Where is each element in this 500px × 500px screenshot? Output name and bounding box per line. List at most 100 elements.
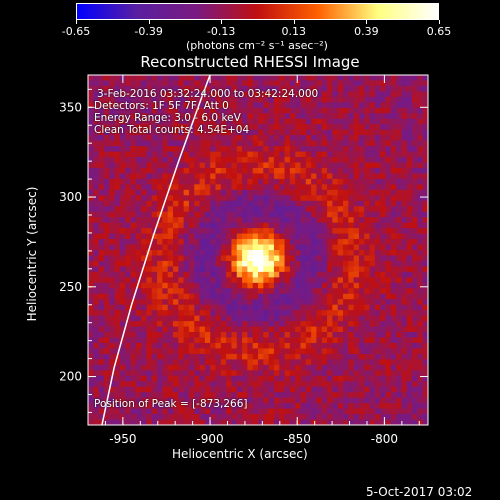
heatmap-cell	[364, 321, 370, 327]
heatmap-cell	[98, 381, 105, 388]
heatmap-cell	[396, 228, 402, 234]
heatmap-cell	[396, 364, 402, 371]
heatmap-cell	[109, 195, 115, 202]
heatmap-cell	[321, 85, 328, 92]
heatmap-cell	[332, 96, 339, 103]
heatmap-cell	[242, 342, 248, 349]
heatmap-cell	[364, 151, 370, 158]
heatmap-cell	[295, 146, 301, 152]
heatmap-cell	[258, 260, 264, 267]
heatmap-cell	[263, 342, 270, 349]
heatmap-cell	[162, 342, 169, 349]
heatmap-cell	[98, 200, 105, 207]
heatmap-cell	[300, 375, 307, 382]
heatmap-cell	[103, 359, 110, 366]
heatmap-cell	[311, 359, 317, 366]
heatmap-cell	[135, 195, 142, 202]
heatmap-cell	[332, 326, 339, 333]
heatmap-cell	[194, 151, 200, 158]
heatmap-cell	[220, 255, 227, 262]
heatmap-cell	[406, 233, 413, 240]
heatmap-cell	[295, 392, 301, 399]
heatmap-cell	[422, 200, 429, 207]
heatmap-cell	[146, 348, 153, 355]
heatmap-cell	[199, 80, 206, 87]
heatmap-cell	[364, 326, 370, 333]
heatmap-cell	[289, 195, 296, 202]
heatmap-cell	[422, 211, 429, 218]
heatmap-cell	[146, 206, 153, 213]
heatmap-cell	[247, 326, 254, 333]
heatmap-cell	[135, 239, 142, 245]
heatmap-cell	[300, 140, 307, 147]
heatmap-cell	[321, 370, 328, 377]
heatmap-cell	[162, 140, 169, 147]
heatmap-cell	[183, 310, 190, 317]
heatmap-cell	[114, 266, 121, 273]
heatmap-cell	[385, 277, 392, 284]
heatmap-cell	[162, 282, 169, 289]
heatmap-cell	[173, 375, 179, 382]
heatmap-cell	[162, 107, 169, 114]
heatmap-cell	[305, 113, 312, 120]
heatmap-cell	[284, 184, 291, 191]
heatmap-cell	[263, 96, 270, 103]
heatmap-cell	[305, 85, 312, 92]
heatmap-cell	[412, 397, 418, 404]
heatmap-cell	[114, 315, 121, 322]
heatmap-cell	[252, 271, 259, 278]
heatmap-cell	[289, 260, 296, 267]
heatmap-cell	[300, 277, 307, 284]
heatmap-cell	[321, 326, 328, 333]
heatmap-cell	[401, 206, 408, 213]
heatmap-cell	[220, 200, 227, 207]
heatmap-cell	[183, 337, 190, 344]
heatmap-cell	[109, 140, 115, 147]
heatmap-cell	[188, 348, 195, 355]
heatmap-cell	[247, 332, 254, 338]
heatmap-cell	[316, 167, 323, 174]
heatmap-cell	[247, 321, 254, 327]
heatmap-cell	[178, 146, 185, 152]
heatmap-cell	[305, 337, 312, 344]
heatmap-cell	[188, 107, 195, 114]
heatmap-cell	[401, 342, 408, 349]
heatmap-cell	[401, 167, 408, 174]
heatmap-cell	[412, 200, 418, 207]
heatmap-cell	[162, 151, 169, 158]
heatmap-cell	[380, 419, 386, 426]
heatmap-cell	[273, 321, 280, 327]
heatmap-cell	[151, 113, 158, 120]
heatmap-cell	[358, 151, 365, 158]
heatmap-cell	[396, 419, 402, 426]
heatmap-cell	[252, 364, 259, 371]
heatmap-cell	[417, 140, 424, 147]
heatmap-cell	[173, 91, 179, 98]
heatmap-cell	[167, 403, 174, 409]
heatmap-cell	[210, 408, 216, 415]
heatmap-cell	[242, 96, 248, 103]
heatmap-cell	[247, 184, 254, 191]
heatmap-cell	[157, 107, 163, 114]
heatmap-cell	[321, 195, 328, 202]
heatmap-cell	[390, 342, 397, 349]
heatmap-cell	[337, 288, 344, 295]
heatmap-cell	[364, 375, 370, 382]
heatmap-cell	[252, 206, 259, 213]
heatmap-cell	[210, 348, 216, 355]
heatmap-cell	[98, 206, 105, 213]
heatmap-cell	[242, 184, 248, 191]
heatmap-cell	[364, 353, 370, 360]
heatmap-cell	[215, 178, 222, 185]
heatmap-cell	[343, 162, 349, 169]
heatmap-cell	[311, 381, 317, 388]
heatmap-cell	[194, 348, 200, 355]
heatmap-cell	[88, 397, 94, 404]
heatmap-cell	[114, 348, 121, 355]
heatmap-cell	[305, 359, 312, 366]
heatmap-cell	[93, 386, 100, 393]
heatmap-cell	[385, 200, 392, 207]
heatmap-cell	[162, 277, 169, 284]
heatmap-cell	[279, 414, 285, 420]
heatmap-cell	[194, 217, 200, 224]
